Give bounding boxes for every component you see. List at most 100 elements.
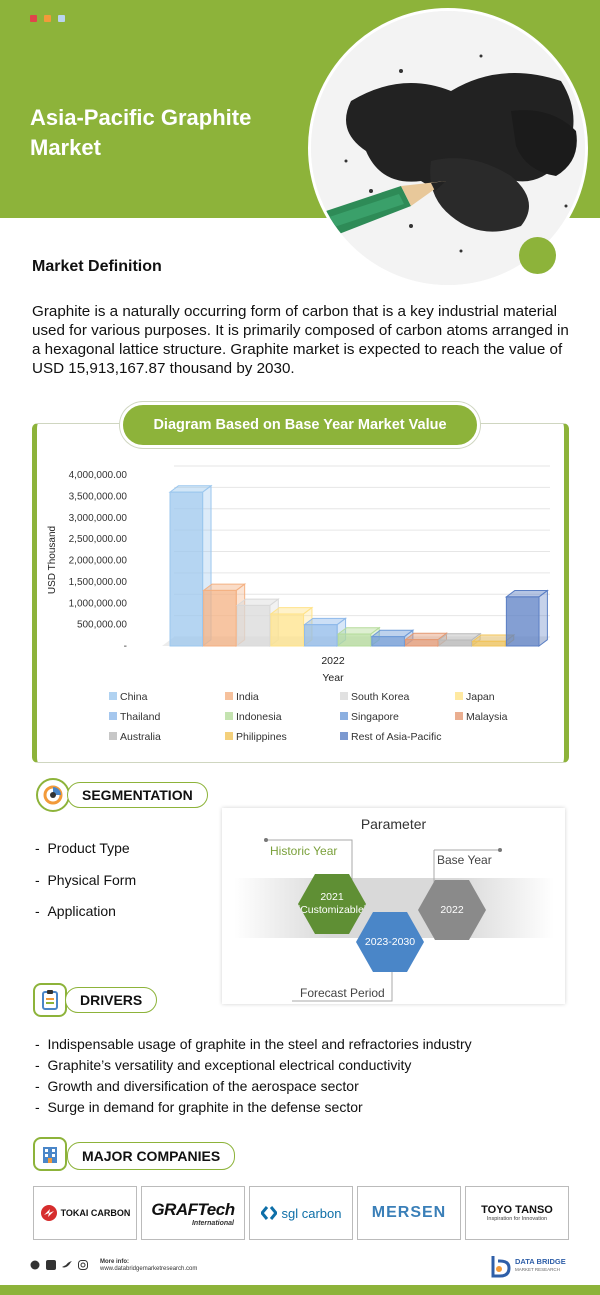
legend-label: South Korea bbox=[351, 691, 410, 703]
forecast-period-hex: 2023-2030 bbox=[356, 912, 424, 972]
sgl-logo-icon bbox=[260, 1206, 277, 1220]
logo-sgl-carbon: sgl carbon bbox=[249, 1186, 353, 1240]
legend-swatch bbox=[455, 712, 463, 720]
companies-icon bbox=[33, 1137, 67, 1171]
legend-swatch bbox=[225, 692, 233, 700]
legend-swatch bbox=[340, 712, 348, 720]
more-info: More info: www.databridgemarketresearch.… bbox=[100, 1259, 198, 1272]
base-year-hex: 2022 bbox=[418, 880, 486, 940]
driver-item: - Growth and diversification of the aero… bbox=[35, 1078, 359, 1094]
legend-label: Philippines bbox=[236, 731, 287, 743]
bar-front-singapore bbox=[371, 636, 405, 647]
definition-text: Graphite is a naturally occurring form o… bbox=[32, 303, 569, 377]
chart-card bbox=[32, 423, 569, 763]
bar-front-philippines bbox=[472, 640, 506, 647]
companies-heading: MAJOR COMPANIES bbox=[67, 1142, 236, 1170]
website-link[interactable]: www.databridgemarketresearch.com bbox=[100, 1266, 198, 1272]
bar-front-india bbox=[203, 589, 237, 647]
bar-front-indonesia bbox=[337, 633, 372, 647]
twitter-icon[interactable] bbox=[62, 1260, 72, 1270]
parameter-diagram: Parameter Historic Year Base Year Foreca… bbox=[222, 808, 565, 1004]
legend-label: Australia bbox=[120, 731, 161, 743]
bar-front-south-korea bbox=[236, 604, 271, 647]
data-bridge-logo: DATA BRIDGE MARKET RESEARCH bbox=[490, 1254, 566, 1278]
parameter-title: Parameter bbox=[360, 816, 427, 832]
legend-swatch bbox=[225, 732, 233, 740]
y-tick-label: 4,000,000.00 bbox=[69, 470, 128, 481]
footer-bar bbox=[0, 1285, 600, 1295]
definition-heading: Market Definition bbox=[32, 258, 162, 275]
y-tick-label: 3,000,000.00 bbox=[69, 513, 128, 524]
legend-swatch bbox=[109, 732, 117, 740]
drivers-icon bbox=[33, 983, 67, 1017]
bar-front-china bbox=[169, 491, 204, 647]
drivers-heading: DRIVERS bbox=[65, 987, 158, 1013]
accent-circle bbox=[519, 237, 556, 274]
bar-chart: - 500,000.00 1,000,000.00 1,500,000.00 2,000… bbox=[47, 465, 550, 743]
legend-label: Malaysia bbox=[466, 711, 508, 723]
legend-swatch bbox=[340, 732, 348, 740]
historic-year-hex: 2021 (Customizable) bbox=[298, 874, 366, 934]
logo-toyo-tanso: TOYO TANSO Inspiration for Innovation bbox=[465, 1186, 569, 1240]
segmentation-list: - Product Type - Physical Form - Applica… bbox=[35, 833, 136, 928]
segmentation-item: - Product Type bbox=[35, 840, 130, 856]
y-tick-label: 2,000,000.00 bbox=[69, 556, 128, 567]
legend-label: Singapore bbox=[351, 711, 399, 723]
clipboard-icon bbox=[42, 990, 58, 1010]
x-category-label: 2022 bbox=[321, 655, 345, 667]
drivers-list: - Indispensable usage of graphite in the… bbox=[35, 1034, 472, 1118]
bar-front-malaysia bbox=[404, 639, 439, 647]
x-axis-label: Year bbox=[322, 672, 344, 684]
y-tick-label: - bbox=[124, 641, 127, 652]
parameter-connectors bbox=[264, 838, 502, 1002]
bar-front-japan bbox=[270, 613, 305, 647]
driver-item: - Indispensable usage of graphite in the… bbox=[35, 1036, 472, 1052]
segmentation-heading: SEGMENTATION bbox=[67, 782, 208, 808]
chart-title: Diagram Based on Base Year Market Value bbox=[120, 402, 480, 448]
y-axis-label: USD Thousand bbox=[47, 526, 58, 594]
logo-mersen: MERSEN bbox=[357, 1186, 461, 1240]
forecast-period-label: Forecast Period bbox=[300, 986, 385, 1000]
y-tick-label: 1,000,000.00 bbox=[69, 598, 128, 609]
pie-gear-icon bbox=[43, 785, 63, 805]
bar-front-thailand bbox=[304, 624, 338, 647]
y-tick-label: 3,500,000.00 bbox=[69, 491, 128, 502]
dot-blue bbox=[58, 15, 65, 22]
segmentation-icon bbox=[36, 778, 70, 812]
data-bridge-logo-icon bbox=[491, 1256, 511, 1278]
legend-swatch bbox=[455, 692, 463, 700]
driver-item: - Surge in demand for graphite in the de… bbox=[35, 1099, 363, 1115]
segmentation-item: - Application bbox=[35, 903, 116, 919]
tokai-logo-icon bbox=[40, 1205, 57, 1221]
bar-front-australia bbox=[438, 639, 473, 647]
segmentation-item: - Physical Form bbox=[35, 871, 137, 888]
page-title: Asia-Pacific Graphite Market bbox=[30, 105, 252, 160]
y-tick-label: 1,500,000.00 bbox=[69, 577, 128, 588]
historic-year-label: Historic Year bbox=[270, 844, 338, 858]
legend-label: Japan bbox=[466, 691, 495, 703]
legend-label: India bbox=[236, 691, 259, 703]
facebook-icon[interactable] bbox=[46, 1260, 56, 1270]
driver-item: - Graphite’s versatility and exceptional… bbox=[35, 1057, 412, 1073]
legend-label: Indonesia bbox=[236, 711, 282, 723]
building-icon bbox=[43, 1147, 57, 1163]
dot-red bbox=[30, 15, 37, 22]
legend-swatch bbox=[225, 712, 233, 720]
legend-swatch bbox=[109, 692, 117, 700]
logo-tokai-carbon: TOKAI CARBON bbox=[33, 1186, 137, 1240]
legend-label: Rest of Asia-Pacific bbox=[351, 731, 441, 743]
bar-front-rest-of-asia-pacific bbox=[505, 596, 540, 647]
social-icons bbox=[30, 1260, 88, 1270]
legend-swatch bbox=[340, 692, 348, 700]
whatsapp-icon[interactable] bbox=[30, 1260, 40, 1270]
instagram-icon[interactable] bbox=[78, 1260, 88, 1270]
y-tick-label: 500,000.00 bbox=[77, 620, 127, 631]
logo-graftech: GRAFTech International bbox=[141, 1186, 245, 1240]
legend-swatch bbox=[109, 712, 117, 720]
header-dots bbox=[30, 15, 65, 22]
y-tick-label: 2,500,000.00 bbox=[69, 534, 128, 545]
bar-side bbox=[538, 589, 548, 648]
legend-label: Thailand bbox=[120, 711, 160, 723]
base-year-label: Base Year bbox=[437, 853, 492, 867]
legend-label: China bbox=[120, 691, 148, 703]
